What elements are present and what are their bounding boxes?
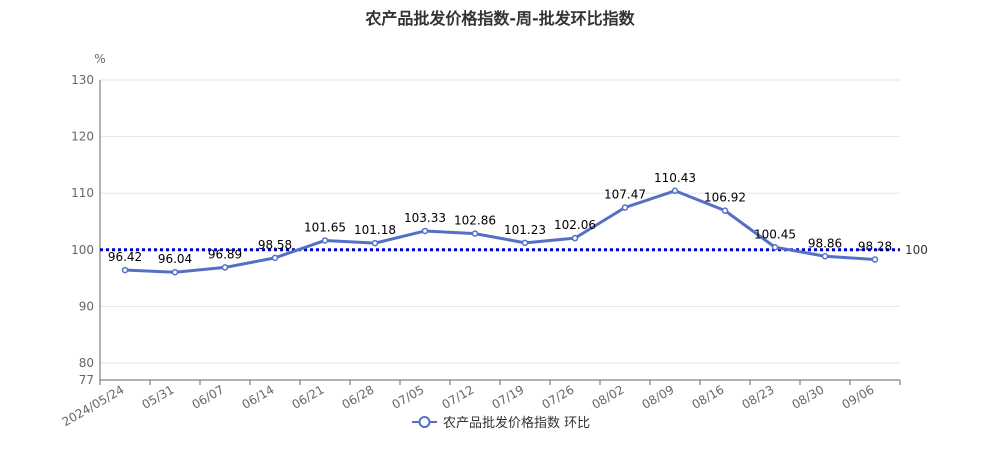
data-label: 101.23 [504,223,546,237]
data-label: 101.18 [354,223,396,237]
legend-marker [418,416,431,428]
data-label: 96.04 [158,252,192,266]
y-tick-label: 77 [79,373,94,387]
data-point [321,237,329,244]
data-label: 103.33 [404,211,446,225]
y-unit-label: % [94,52,105,66]
data-label: 110.43 [654,171,696,185]
data-point [621,204,629,211]
x-tick-label: 07/12 [440,382,477,411]
x-tick-label: 2024/05/24 [60,382,127,429]
x-tick-label: 06/21 [290,382,327,411]
x-tick-label: 07/19 [490,382,527,411]
grid-lines [100,79,900,364]
x-tick-label: 07/05 [390,382,427,411]
data-point [371,239,379,247]
data-label: 98.86 [808,236,842,250]
data-point [521,239,529,247]
y-tick-label: 80 [79,356,94,370]
data-label: 107.47 [604,188,646,202]
data-label: 96.42 [108,250,142,264]
x-tick-label: 08/23 [740,382,777,411]
x-tick-label: 08/30 [790,382,827,411]
data-labels: 96.42 96.04 96.89 98.58 101.65 101.18 103.33 10… [108,171,892,266]
series-line [124,189,876,274]
data-label: 102.86 [454,214,496,228]
x-tick-label: 07/26 [540,382,577,411]
reference-line-label: 100 [905,243,928,257]
data-point [671,187,679,195]
data-point [271,254,279,262]
data-label: 101.65 [304,220,346,234]
x-tick-label: 09/06 [840,382,877,411]
chart-title: 农产品批发价格指数-周-批发环比指数 [365,9,635,28]
x-tick-label: 06/28 [340,382,377,411]
y-tick-label: 100 [71,243,94,257]
legend-label: 农产品批发价格指数 环比 [443,415,590,431]
data-point [121,266,129,274]
x-tick-label: 05/31 [140,382,177,411]
reference-line-group: 100 [100,243,928,257]
data-point [571,234,579,242]
x-tick-label: 06/14 [240,382,277,411]
data-label: 106.92 [704,191,746,205]
x-tick-label: 08/09 [640,382,677,411]
y-tick-label: 90 [79,299,94,313]
data-point [771,244,779,251]
data-point [171,268,179,276]
legend: 农产品批发价格指数 环比 [412,415,590,431]
data-label: 98.28 [858,240,892,254]
data-point [471,230,479,237]
x-tick-label: 06/07 [190,382,227,411]
data-label: 100.45 [754,227,796,241]
y-tick-label: 130 [71,73,94,87]
series-group [121,187,879,276]
data-label: 102.06 [554,218,596,232]
x-tick-label: 08/16 [690,382,727,411]
data-point [721,207,729,214]
data-point [821,253,829,260]
data-label: 96.89 [208,247,242,261]
data-label: 98.58 [258,238,292,252]
y-tick-label: 120 [71,130,94,144]
data-point [221,264,229,271]
x-tick-label: 08/02 [590,382,627,411]
data-point [871,256,879,263]
data-point [421,227,429,235]
y-tick-label: 110 [71,186,94,200]
